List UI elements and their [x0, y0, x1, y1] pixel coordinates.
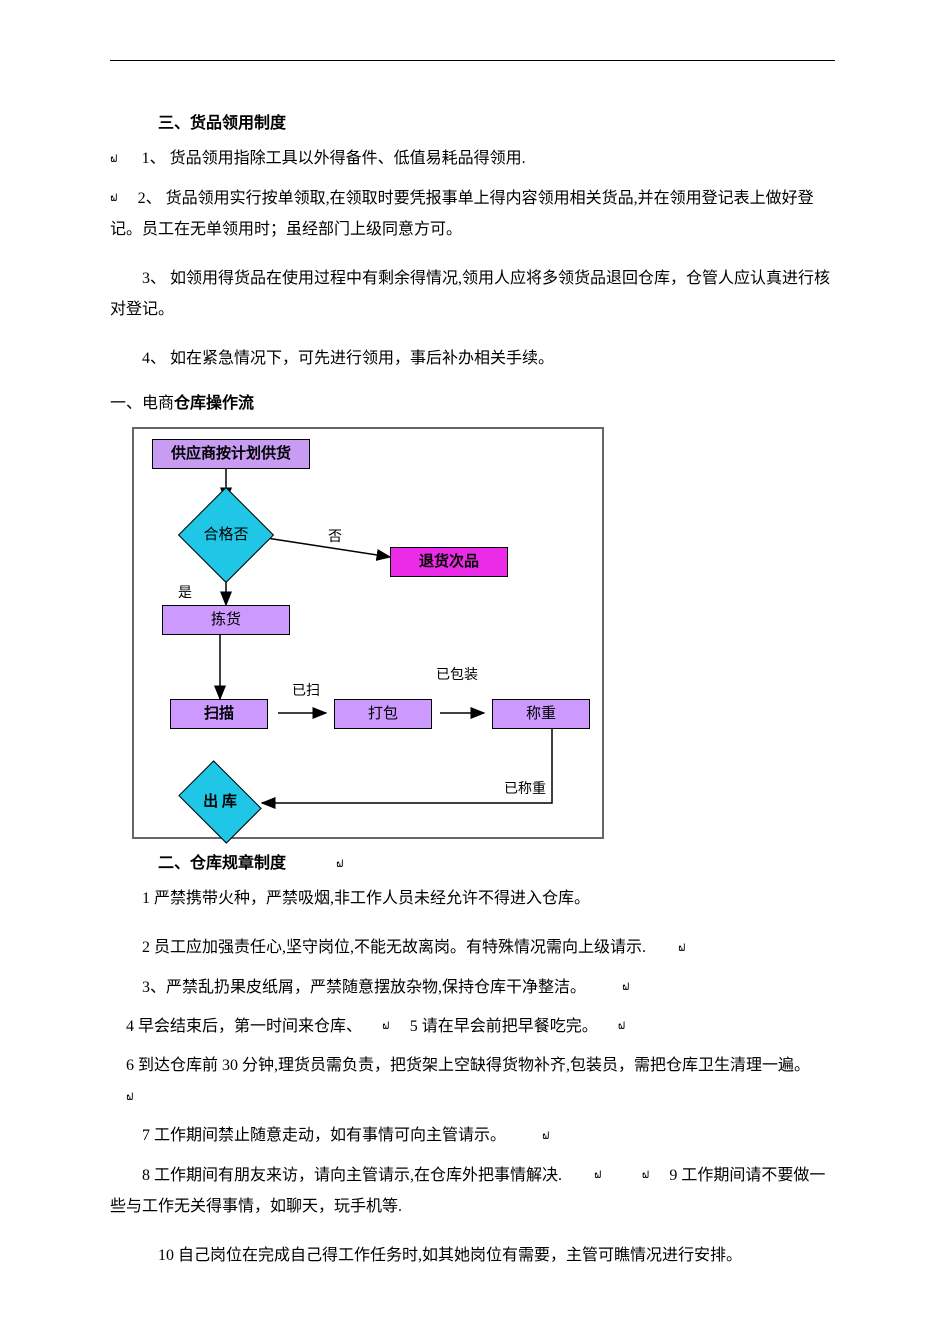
flow-node-qc: 合格否 [192, 501, 260, 569]
rule-8a-text: 8 工作期间有朋友来访，请向主管请示,在仓库外把事情解决. [142, 1167, 562, 1184]
rules-title: 二、仓库规章制度ຝ [110, 849, 835, 879]
glyph-icon: ຝ [110, 189, 126, 209]
flow-edge-label: 否 [328, 525, 342, 552]
flow-node-weigh: 称重 [492, 699, 590, 729]
glyph-icon: ຝ [366, 1017, 398, 1037]
rule-6: 6 到达仓库前 30 分钟,理货员需负责，把货架上空缺得货物补齐,包装员，需把仓… [110, 1050, 835, 1112]
flow-node-scan: 扫描 [170, 699, 268, 729]
glyph-icon: ຝ [110, 1088, 142, 1108]
section3-p2-text: 2、 货品领用实行按单领取,在领取时要凭报事单上得内容领用相关货品,并在领用登记… [110, 190, 814, 238]
glyph-icon: ຝ [286, 855, 352, 874]
section3-p4: 4、 如在紧急情况下，可先进行领用，事后补办相关手续。 [110, 343, 835, 374]
flow-node-pack: 打包 [334, 699, 432, 729]
rule-3-text: 3、严禁乱扔果皮纸屑，严禁随意摆放杂物,保持仓库干净整洁。 [142, 979, 586, 996]
rule-10: 10 自己岗位在完成自己得工作任务时,如其她岗位有需要，主管可瞧情况进行安排。 [110, 1240, 835, 1271]
flow-node-return: 退货次品 [390, 547, 508, 577]
glyph-icon: ຝ [510, 1127, 558, 1147]
flow-label-prefix: 一、电商 [110, 395, 174, 412]
rule-4a-text: 4 早会结束后，第一时间来仓库、 [126, 1018, 362, 1035]
flow-node-out: 出 库 [186, 777, 254, 827]
glyph-icon: ຝ [590, 978, 638, 998]
section3-title: 三、货品领用制度 [110, 109, 835, 139]
glyph-icon: ຝ [562, 1166, 610, 1186]
section3-p3: 3、 如领用得货品在使用过程中有剩余得情况,领用人应将多领货品退回仓库，仓管人应… [110, 263, 835, 325]
section3-p1: ຝ 1、 货品领用指除工具以外得备件、低值易耗品得领用. [110, 143, 835, 174]
flow-section-label: 一、电商仓库操作流 [110, 389, 835, 419]
flow-node-supply: 供应商按计划供货 [152, 439, 310, 469]
flowchart-container: 供应商按计划供货合格否退货次品拣货扫描 打包 称重出 库 否是已扫 已包装已称重 [132, 427, 604, 839]
rule-2: 2 员工应加强责任心,坚守岗位,不能无故离岗。有特殊情况需向上级请示.ຝ [110, 932, 835, 963]
top-rule [110, 60, 835, 61]
rule-3: 3、严禁乱扔果皮纸屑，严禁随意摆放杂物,保持仓库干净整洁。 ຝ [110, 972, 835, 1003]
section3-p2: ຝ 2、 货品领用实行按单领取,在领取时要凭报事单上得内容领用相关货品,并在领用… [110, 183, 835, 245]
rule-7-text: 7 工作期间禁止随意走动，如有事情可向主管请示。 [142, 1127, 506, 1144]
rule-8-9: 8 工作期间有朋友来访，请向主管请示,在仓库外把事情解决.ຝຝ 9 工作期间请不… [110, 1160, 835, 1222]
flow-edge-label: 已扫 [292, 679, 320, 706]
glyph-icon: ຝ [602, 1017, 634, 1037]
flow-edge-qc-return [260, 537, 390, 557]
rule-2-text: 2 员工应加强责任心,坚守岗位,不能无故离岗。有特殊情况需向上级请示. [142, 939, 646, 956]
rule-7: 7 工作期间禁止随意走动，如有事情可向主管请示。 ຝ [110, 1120, 835, 1151]
glyph-icon: ຝ [646, 939, 694, 959]
glyph-icon: ຝ [110, 150, 126, 170]
flow-edge-label: 是 [178, 581, 192, 608]
flow-node-pick: 拣货 [162, 605, 290, 635]
flow-edge-label: 已包装 [436, 663, 478, 690]
rule-1: 1 严禁携带火种，严禁吸烟,非工作人员未经允许不得进入仓库。 [110, 883, 835, 914]
rule-6-text: 6 到达仓库前 30 分钟,理货员需负责，把货架上空缺得货物补齐,包装员，需把仓… [126, 1057, 810, 1074]
flow-label-bold: 仓库操作流 [174, 395, 254, 412]
rule-4-5: 4 早会结束后，第一时间来仓库、 ຝ 5 请在早会前把早餐吃完。 ຝ [110, 1011, 835, 1042]
rules-title-text: 二、仓库规章制度 [158, 855, 286, 872]
section3-p1-text: 1、 货品领用指除工具以外得备件、低值易耗品得领用. [142, 150, 526, 167]
flow-edge-label: 已称重 [504, 777, 546, 804]
rule-4b-text: 5 请在早会前把早餐吃完。 [410, 1018, 598, 1035]
glyph-icon: ຝ [610, 1166, 658, 1186]
